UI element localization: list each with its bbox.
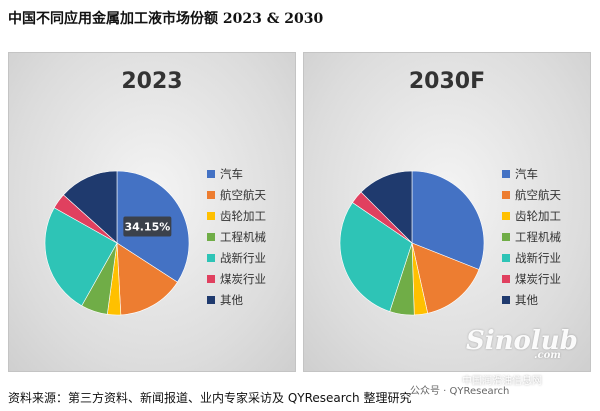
legend-swatch	[502, 211, 510, 220]
legend-swatch	[207, 211, 215, 220]
pie-slice	[411, 170, 485, 270]
watermark-text: 中国润滑油信息网	[462, 376, 542, 387]
legend-label: 航空航天	[515, 187, 561, 202]
legend-swatch	[502, 253, 510, 262]
legend-swatch	[207, 274, 215, 283]
legend-item: 工程机械	[207, 226, 266, 247]
legend-label: 齿轮加工	[515, 208, 561, 223]
sinolub-logo: Sinolub .com	[466, 326, 586, 366]
pie-slice	[411, 242, 480, 314]
chart-panel-2030: 2030F 汽车航空航天齿轮加工工程机械战新行业煤炭行业其他	[303, 52, 591, 372]
legend-item: 航空航天	[207, 184, 266, 205]
legend-swatch	[207, 295, 215, 304]
data-label-box	[123, 216, 172, 237]
legend-label: 航空航天	[220, 187, 266, 202]
legend: 汽车航空航天齿轮加工工程机械战新行业煤炭行业其他	[207, 163, 266, 310]
legend-label: 齿轮加工	[220, 208, 266, 223]
chart-title: 2023	[121, 69, 183, 94]
legend-item: 齿轮加工	[207, 205, 266, 226]
legend-swatch	[502, 274, 510, 283]
data-label: 34.15%	[123, 216, 172, 237]
logo-subtext: .com	[534, 350, 561, 361]
legend-label: 工程机械	[515, 229, 561, 244]
legend-label: 煤炭行业	[220, 271, 266, 286]
legend-item: 煤炭行业	[502, 268, 561, 289]
legend-item: 汽车	[207, 163, 266, 184]
wechat-account-label: 公众号 · QYResearch	[410, 386, 510, 397]
pie-chart: 34.15%	[44, 170, 190, 316]
legend-label: 战新行业	[220, 250, 266, 265]
legend-item: 工程机械	[502, 226, 561, 247]
chart-title: 2030F	[408, 69, 486, 94]
legend-swatch	[207, 190, 215, 199]
legend-label: 工程机械	[220, 229, 266, 244]
data-label-text: 34.15%	[124, 220, 170, 233]
pie-slice	[339, 202, 413, 312]
legend-label: 煤炭行业	[515, 271, 561, 286]
legend-item: 齿轮加工	[502, 205, 561, 226]
legend-label: 战新行业	[515, 250, 561, 265]
legend-swatch	[207, 169, 215, 178]
logo-text: Sinolub	[466, 326, 578, 356]
legend-swatch	[502, 190, 510, 199]
legend: 汽车航空航天齿轮加工工程机械战新行业煤炭行业其他	[502, 163, 561, 310]
legend-item: 煤炭行业	[207, 268, 266, 289]
page-title: 中国不同应用金属加工液市场份额 2023 & 2030	[8, 11, 324, 27]
legend-item: 航空航天	[502, 184, 561, 205]
legend-label: 汽车	[220, 166, 243, 181]
pie-slice	[63, 170, 118, 244]
legend-item: 汽车	[502, 163, 561, 184]
legend-item: 战新行业	[502, 247, 561, 268]
legend-swatch	[502, 295, 510, 304]
legend-item: 其他	[207, 289, 266, 310]
pie-slice	[360, 170, 413, 244]
legend-swatch	[502, 232, 510, 241]
legend-label: 其他	[515, 292, 538, 307]
legend-swatch	[502, 169, 510, 178]
pie-slice	[44, 207, 118, 307]
pie-chart	[339, 170, 485, 316]
chart-panel-2023: 2023 34.15% 汽车航空航天齿轮加工工程机械战新行业煤炭行业其他	[8, 52, 296, 372]
legend-label: 其他	[220, 292, 243, 307]
legend-item: 其他	[502, 289, 561, 310]
legend-swatch	[207, 232, 215, 241]
legend-swatch	[207, 253, 215, 262]
source-note: 资料来源：第三方资料、新闻报道、业内专家采访及 QYResearch 整理研究	[8, 391, 412, 405]
pie-slice	[116, 242, 178, 316]
legend-label: 汽车	[515, 166, 538, 181]
legend-item: 战新行业	[207, 247, 266, 268]
